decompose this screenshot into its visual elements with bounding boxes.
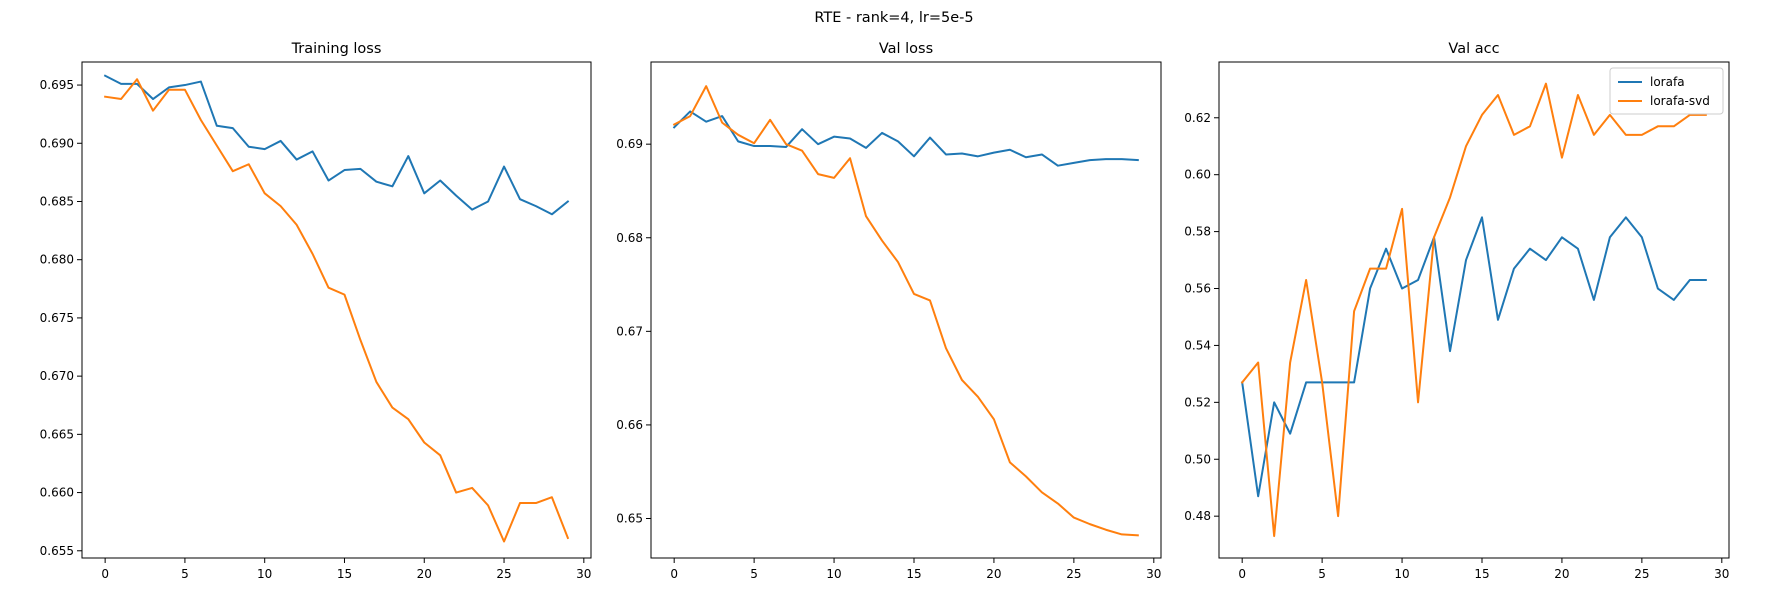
panel-val-loss: Val loss 0 5 10 15 20 25 30 0.65 0.66 0.67 0.68 0.69 bbox=[616, 41, 1162, 581]
val-acc-series-lorafa-svd bbox=[1240, 82, 1707, 538]
val-acc-xtick-label: 15 bbox=[1474, 567, 1489, 581]
val-acc-series-lorafa bbox=[1241, 216, 1707, 498]
training-loss-ytick-label: 0.690 bbox=[40, 136, 74, 150]
training-loss-series-lorafa-svd bbox=[104, 78, 570, 543]
val-loss-xtick-label: 15 bbox=[906, 567, 921, 581]
training-loss-xtick-label: 30 bbox=[576, 567, 591, 581]
val-acc-ytick-label: 0.54 bbox=[1184, 338, 1211, 352]
val-acc-ytick-label: 0.58 bbox=[1184, 225, 1211, 239]
val-acc-ytick-label: 0.62 bbox=[1184, 111, 1211, 125]
val-loss-ytick-label: 0.67 bbox=[616, 324, 643, 338]
training-loss-ytick-label: 0.680 bbox=[40, 253, 74, 267]
val-loss-axes-frame bbox=[650, 61, 1162, 559]
val-loss-xtick-label: 5 bbox=[750, 567, 758, 581]
val-acc-xtick-label: 0 bbox=[1238, 567, 1246, 581]
training-loss-xtick-label: 10 bbox=[257, 567, 272, 581]
training-loss-ytick-label: 0.665 bbox=[40, 427, 74, 441]
legend-box bbox=[1609, 67, 1724, 115]
val-loss-xtick-label: 30 bbox=[1146, 567, 1161, 581]
val-loss-ytick-label: 0.69 bbox=[616, 137, 643, 151]
training-loss-ytick-label: 0.655 bbox=[40, 544, 74, 558]
val-acc-xtick-label: 30 bbox=[1714, 567, 1729, 581]
legend-label-lorafa-svd: lorafa-svd bbox=[1650, 94, 1710, 108]
val-acc-xtick-label: 25 bbox=[1634, 567, 1649, 581]
training-loss-xtick-label: 15 bbox=[337, 567, 352, 581]
training-loss-ytick-label: 0.685 bbox=[40, 194, 74, 208]
val-acc-ytick-label: 0.56 bbox=[1184, 282, 1211, 296]
val-loss-title: Val loss bbox=[879, 41, 933, 57]
training-loss-ytick-label: 0.695 bbox=[40, 78, 74, 92]
val-acc-ytick-label: 0.52 bbox=[1184, 395, 1211, 409]
training-loss-xtick-label: 20 bbox=[417, 567, 432, 581]
val-loss-series-lorafa bbox=[672, 110, 1139, 167]
val-loss-ytick-label: 0.66 bbox=[616, 418, 643, 432]
training-loss-axes-frame bbox=[81, 61, 592, 559]
val-acc-xtick-label: 5 bbox=[1318, 567, 1326, 581]
val-acc-title: Val acc bbox=[1448, 41, 1499, 57]
val-loss-xtick-label: 25 bbox=[1066, 567, 1081, 581]
val-acc-ytick-label: 0.48 bbox=[1184, 509, 1211, 523]
val-acc-ytick-label: 0.60 bbox=[1184, 168, 1211, 182]
training-loss-ytick-label: 0.675 bbox=[40, 311, 74, 325]
val-acc-ytick-label: 0.50 bbox=[1184, 452, 1211, 466]
val-loss-ytick-label: 0.68 bbox=[616, 231, 643, 245]
val-loss-series-lorafa-svd bbox=[672, 85, 1139, 537]
training-loss-xtick-label: 5 bbox=[181, 567, 189, 581]
panel-training-loss: Training loss 0 5 10 15 20 25 30 0.655 0.660 0.665… bbox=[40, 41, 592, 581]
legend-label-lorafa: lorafa bbox=[1650, 75, 1685, 89]
training-loss-xtick-label: 0 bbox=[101, 567, 109, 581]
training-loss-ytick-label: 0.660 bbox=[40, 486, 74, 500]
val-acc-legend: lorafa lorafa-svd bbox=[1609, 67, 1724, 115]
val-loss-xtick-label: 0 bbox=[670, 567, 678, 581]
val-loss-xtick-label: 10 bbox=[826, 567, 841, 581]
training-loss-title: Training loss bbox=[291, 41, 382, 57]
val-acc-axes-frame bbox=[1218, 61, 1730, 559]
training-loss-ytick-label: 0.670 bbox=[40, 369, 74, 383]
panel-val-acc: Val acc 0 5 10 15 20 25 30 0.48 0.50 0.52 0.54 0.56 0… bbox=[1184, 41, 1730, 581]
training-loss-xtick-label: 25 bbox=[496, 567, 511, 581]
val-loss-ytick-label: 0.65 bbox=[616, 512, 643, 526]
val-loss-xtick-label: 20 bbox=[986, 567, 1001, 581]
val-acc-xtick-label: 20 bbox=[1554, 567, 1569, 581]
val-acc-xtick-label: 10 bbox=[1394, 567, 1409, 581]
figure-suptitle: RTE - rank=4, lr=5e-5 bbox=[814, 10, 973, 26]
training-loss-series-lorafa bbox=[103, 74, 570, 216]
